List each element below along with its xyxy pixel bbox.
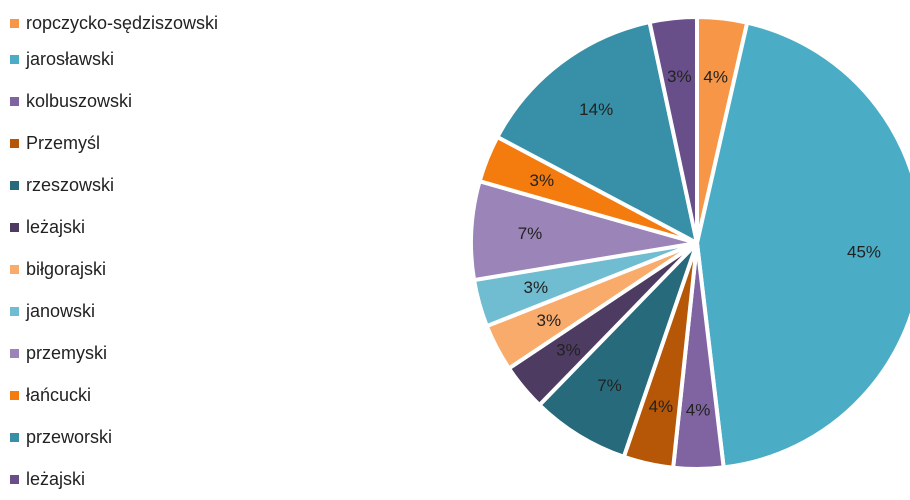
pie-data-label: 4%	[686, 401, 711, 420]
pie-slices	[469, 15, 910, 471]
legend-swatch	[10, 138, 19, 148]
pie-data-label: 3%	[556, 340, 581, 359]
legend-label: przemyski	[26, 342, 108, 363]
legend-entry: leżajski	[10, 206, 218, 248]
pie-data-label: 4%	[649, 397, 674, 416]
legend-label: Przemyśl	[26, 132, 101, 153]
pie-slice	[695, 20, 910, 470]
pie-slice	[647, 15, 699, 245]
legend-swatch	[10, 306, 19, 316]
legend-entry: łańcucki	[10, 374, 218, 416]
legend-swatch	[10, 390, 19, 400]
legend-swatch	[10, 348, 19, 358]
pie-data-label: 7%	[597, 376, 622, 395]
pie-data-label: 4%	[703, 67, 728, 86]
chart-legend: ropczycko-sędziszowski jarosławski kolbu…	[10, 8, 218, 500]
legend-entry: jarosławski	[10, 38, 218, 80]
pie-data-label: 3%	[537, 311, 562, 330]
legend-swatch	[10, 474, 19, 484]
legend-entry: biłgorajski	[10, 248, 218, 290]
legend-label: leżajski	[26, 216, 86, 237]
legend-entry: rzeszowski	[10, 164, 218, 206]
legend-swatch	[10, 18, 19, 28]
legend-swatch	[10, 96, 19, 106]
legend-entry: leżajski	[10, 458, 218, 500]
legend-label: ropczycko-sędziszowski	[26, 12, 219, 33]
pie-data-label: 14%	[579, 100, 613, 119]
pie-slice	[495, 20, 699, 245]
legend-swatch	[10, 180, 19, 190]
legend-swatch	[10, 54, 19, 64]
legend-entry: kolbuszowski	[10, 80, 218, 122]
legend-swatch	[10, 264, 19, 274]
legend-swatch	[10, 432, 19, 442]
legend-label: łańcucki	[26, 384, 92, 405]
legend-label: biłgorajski	[26, 258, 107, 279]
pie-data-label: 3%	[530, 171, 555, 190]
legend-entry: przeworski	[10, 416, 218, 458]
legend-label: janowski	[26, 300, 96, 321]
pie-data-label: 7%	[518, 224, 543, 243]
legend-label: kolbuszowski	[26, 90, 133, 111]
legend-swatch	[10, 222, 19, 232]
legend-entry: Przemyśl	[10, 122, 218, 164]
pie-data-label: 3%	[524, 278, 549, 297]
pie-data-label: 3%	[667, 67, 692, 86]
pie-data-label: 45%	[847, 242, 881, 261]
legend-label: leżajski	[26, 468, 86, 489]
legend-entry: ropczycko-sędziszowski	[10, 8, 218, 38]
pie-data-labels: 4% 45% 4% 4% 7% 3% 3% 3% 7% 3% 14% 3%	[518, 67, 881, 420]
legend-label: rzeszowski	[26, 174, 115, 195]
legend-entry: przemyski	[10, 332, 218, 374]
legend-entry: janowski	[10, 290, 218, 332]
legend-label: przeworski	[26, 426, 113, 447]
legend-label: jarosławski	[26, 48, 115, 69]
